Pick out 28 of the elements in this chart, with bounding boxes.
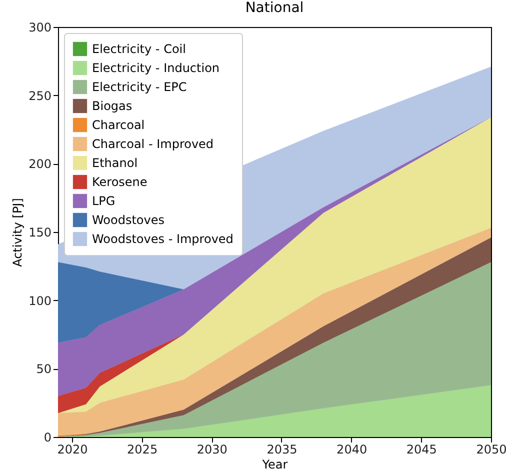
legend-label: LPG xyxy=(92,194,116,208)
legend-label: Biogas xyxy=(92,99,132,113)
y-tick-label: 0 xyxy=(44,430,52,444)
x-tick-label: 2025 xyxy=(127,442,158,456)
legend-label: Electricity - Coil xyxy=(92,42,186,56)
legend-label: Kerosene xyxy=(92,175,148,189)
x-tick-label: 2050 xyxy=(476,442,506,456)
legend-label: Charcoal xyxy=(92,118,145,132)
legend-label: Woodstoves xyxy=(92,213,164,227)
x-tick-label: 2030 xyxy=(196,442,228,456)
x-tick-label: 2035 xyxy=(266,442,298,456)
y-tick-label: 100 xyxy=(28,294,52,308)
y-tick-label: 250 xyxy=(28,88,52,103)
chart-title: National xyxy=(245,0,304,16)
y-tick-label: 300 xyxy=(28,20,52,34)
x-tick-label: 2020 xyxy=(57,442,88,456)
legend-label: Woodstoves - Improved xyxy=(92,232,234,246)
x-axis-title: Year xyxy=(261,458,288,472)
x-tick-label: 2045 xyxy=(406,442,437,456)
legend-label: Electricity - Induction xyxy=(92,61,220,75)
legend-label: Ethanol xyxy=(92,156,138,170)
y-tick-label: 200 xyxy=(28,157,52,172)
legend-label: Charcoal - Improved xyxy=(92,137,214,151)
y-tick-label: 50 xyxy=(36,362,52,376)
y-tick-label: 150 xyxy=(28,226,52,240)
x-tick-label: 2040 xyxy=(336,442,368,456)
y-axis-title: Activity [PJ] xyxy=(10,198,25,267)
legend-label: Electricity - EPC xyxy=(92,80,187,94)
